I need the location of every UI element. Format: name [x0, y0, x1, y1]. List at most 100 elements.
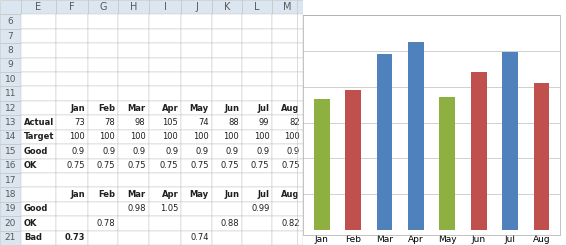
Bar	[56, 43, 88, 58]
Text: Jun: Jun	[224, 190, 239, 199]
Text: Aug: Aug	[281, 190, 300, 199]
Text: 0.73: 0.73	[65, 233, 85, 242]
Text: 0.74: 0.74	[190, 233, 209, 242]
Bar	[242, 173, 272, 187]
Bar	[0, 216, 21, 231]
Bar	[118, 58, 149, 72]
Bar	[439, 97, 455, 230]
Bar	[118, 202, 149, 216]
Bar	[118, 173, 149, 187]
Text: 6: 6	[7, 17, 14, 26]
Bar	[181, 130, 212, 144]
Bar	[149, 216, 181, 231]
Bar	[118, 14, 149, 29]
Bar	[0, 14, 21, 29]
Bar	[88, 72, 118, 86]
Bar	[0, 130, 21, 144]
Bar	[56, 29, 88, 43]
Text: Feb: Feb	[98, 190, 115, 199]
Bar	[88, 187, 118, 202]
Bar	[56, 58, 88, 72]
Bar	[149, 115, 181, 130]
Bar	[56, 130, 88, 144]
Bar	[149, 0, 181, 14]
Bar	[21, 86, 56, 101]
Text: Apr: Apr	[161, 104, 178, 113]
Bar	[88, 29, 118, 43]
Bar	[56, 187, 88, 202]
Bar	[212, 115, 242, 130]
Text: OK: OK	[24, 161, 37, 170]
Bar	[56, 216, 88, 231]
Bar	[88, 159, 118, 173]
Text: F: F	[69, 2, 75, 12]
Text: May: May	[190, 190, 209, 199]
Bar	[345, 90, 361, 230]
Bar	[376, 54, 392, 230]
Bar	[181, 187, 212, 202]
Text: 0.9: 0.9	[165, 147, 178, 156]
Text: Jun: Jun	[224, 104, 239, 113]
Bar	[0, 86, 21, 101]
Bar	[118, 86, 149, 101]
Bar	[242, 101, 272, 115]
Text: 12: 12	[5, 104, 16, 113]
Bar	[242, 0, 272, 14]
Bar	[118, 187, 149, 202]
Text: Good: Good	[24, 205, 49, 213]
Bar	[502, 52, 518, 230]
Bar	[118, 159, 149, 173]
Bar	[272, 216, 303, 231]
Bar	[118, 231, 149, 245]
Bar	[212, 43, 242, 58]
Bar	[88, 115, 118, 130]
Text: 0.75: 0.75	[251, 161, 269, 170]
Bar	[471, 72, 487, 230]
Bar	[212, 72, 242, 86]
Text: 0.75: 0.75	[97, 161, 115, 170]
Bar	[212, 0, 242, 14]
Text: Jan: Jan	[70, 190, 85, 199]
Text: K: K	[224, 2, 230, 12]
Text: 98: 98	[135, 118, 145, 127]
Bar	[242, 29, 272, 43]
Text: 17: 17	[5, 176, 16, 185]
Text: 0.9: 0.9	[256, 147, 269, 156]
Bar	[0, 43, 21, 58]
Text: 9: 9	[7, 60, 14, 69]
Bar	[242, 130, 272, 144]
Bar	[149, 144, 181, 159]
Text: Aug: Aug	[281, 104, 300, 113]
Bar	[149, 187, 181, 202]
Bar	[56, 144, 88, 159]
Bar	[0, 159, 21, 173]
Bar	[118, 72, 149, 86]
Bar	[272, 173, 303, 187]
Bar	[242, 159, 272, 173]
Text: May: May	[190, 104, 209, 113]
Bar	[0, 144, 21, 159]
Bar	[149, 72, 181, 86]
Bar	[212, 187, 242, 202]
Bar	[0, 0, 21, 14]
Text: Jul: Jul	[258, 190, 269, 199]
Bar	[181, 231, 212, 245]
Bar	[242, 144, 272, 159]
Text: 100: 100	[284, 132, 300, 141]
Bar	[21, 29, 56, 43]
Text: 100: 100	[254, 132, 269, 141]
Bar	[21, 144, 56, 159]
Text: 14: 14	[5, 132, 16, 141]
Text: 100: 100	[223, 132, 239, 141]
Bar	[88, 216, 118, 231]
Bar	[181, 58, 212, 72]
Bar	[181, 0, 212, 14]
Text: 13: 13	[5, 118, 16, 127]
Bar	[149, 173, 181, 187]
Bar	[56, 72, 88, 86]
Bar	[272, 0, 303, 14]
Bar	[212, 101, 242, 115]
Bar	[88, 58, 118, 72]
Text: Mar: Mar	[127, 104, 145, 113]
Bar	[272, 115, 303, 130]
